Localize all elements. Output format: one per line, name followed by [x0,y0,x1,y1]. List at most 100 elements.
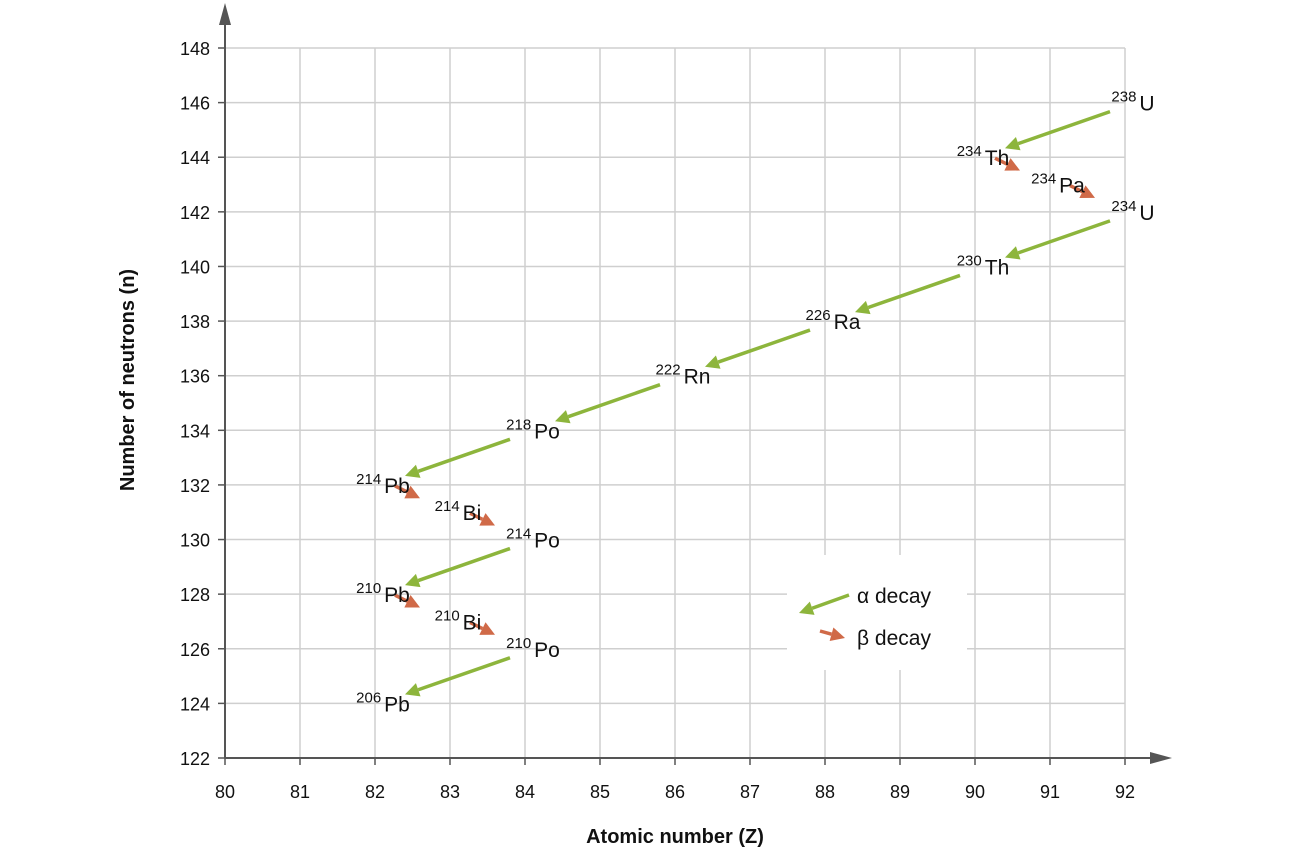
mass-number: 210 [435,607,460,624]
beta-arrow-head [479,622,495,635]
alpha-arrow-shaft [417,546,511,583]
nuclide-label: 214 Pb [356,471,410,498]
mass-number: 206 [356,689,381,706]
alpha-arrow-shaft [1017,109,1111,146]
y-tick-label: 138 [180,312,210,332]
mass-number: 210 [356,580,381,597]
x-tick-label: 90 [965,782,985,802]
mass-number: 214 [506,526,531,543]
legend-alpha-arrow [799,593,850,615]
x-tick-label: 81 [290,782,310,802]
alpha-arrow-head [405,464,421,478]
nuclide-label: 234 Th [957,143,1010,170]
beta-arrow-head [1004,158,1020,171]
beta-arrow-shaft [1069,183,1084,194]
nuclide-label: 230 Th [957,252,1010,279]
element-symbol: Th [985,147,1010,170]
beta-arrow-head [479,513,495,526]
beta-arrow-shaft [469,620,484,631]
y-tick-label: 122 [180,749,210,769]
element-symbol: Rn [684,366,711,389]
alpha-arrow [1005,219,1111,260]
x-tick-label: 91 [1040,782,1060,802]
legend-alpha-arrow-head [799,601,815,615]
legend-beta-arrow-shaft [819,629,832,636]
nuclide-label: 210 Bi [435,607,482,634]
mass-number: 226 [806,307,831,324]
element-symbol: Po [534,639,560,662]
mass-number: 234 [1111,198,1136,215]
mass-number: 222 [656,362,681,379]
x-tick-label: 92 [1115,782,1135,802]
nuclide-label: 214 Po [506,526,560,553]
nuclide-label: 234 U [1111,198,1154,225]
nuclide-label: 238 U [1111,89,1154,116]
alpha-arrow-head [855,300,871,315]
y-tick-label: 130 [180,531,210,551]
x-tick-label: 89 [890,782,910,802]
y-tick-label: 136 [180,367,210,387]
element-symbol: U [1139,93,1154,116]
beta-arrow-shaft [469,511,484,521]
alpha-arrow-head [1005,137,1021,151]
element-symbol: Th [985,256,1010,279]
alpha-arrow-shaft [567,383,661,419]
x-tick-label: 82 [365,782,385,802]
element-symbol: Pb [384,475,410,498]
element-symbol: Po [534,530,560,553]
beta-arrow-head [404,594,420,608]
mass-number: 214 [356,471,381,488]
x-tick-label: 86 [665,782,685,802]
y-tick-label: 142 [180,203,210,223]
beta-arrow [469,511,495,526]
element-symbol: Bi [463,611,482,634]
nuclide-label: 218 Po [506,416,560,443]
x-tick-label: 87 [740,782,760,802]
alpha-arrow [405,656,511,697]
x-tick-label: 80 [215,782,235,802]
alpha-arrow [855,273,961,315]
y-tick-label: 128 [180,585,210,605]
mass-number: 234 [957,143,982,160]
x-tick-label: 88 [815,782,835,802]
nuclide-label: 210 Pb [356,580,410,607]
legend-label: β decay [857,627,931,650]
element-symbol: Po [534,420,560,443]
alpha-arrow [405,546,511,588]
element-symbol: U [1139,202,1154,225]
beta-arrow [394,593,420,608]
mass-number: 234 [1031,171,1056,188]
alpha-arrow [1005,109,1111,151]
y-axis-title: Number of neutrons (n) [117,269,139,491]
alpha-arrow-shaft [1017,219,1111,255]
nuclide-label: 214 Bi [435,498,482,525]
mass-number: 230 [957,252,982,269]
mass-number: 214 [435,498,460,515]
y-tick-label: 146 [180,94,210,114]
element-symbol: Pa [1059,175,1085,198]
alpha-arrow-head [555,410,571,424]
legend-beta-arrow [819,627,845,641]
x-tick-label: 84 [515,782,535,802]
mass-number: 210 [506,635,531,652]
y-tick-label: 126 [180,640,210,660]
legend-alpha-arrow-shaft [811,593,850,610]
beta-arrow-shaft [394,484,409,494]
nuclide-label: 226 Ra [806,307,861,334]
mass-number: 238 [1111,89,1136,106]
element-symbol: Pb [384,584,410,607]
nuclide-label: 222 Rn [656,362,711,389]
x-tick-label: 83 [440,782,460,802]
y-tick-label: 134 [180,421,210,441]
alpha-arrow-head [405,683,421,697]
y-tick-label: 132 [180,476,210,496]
beta-arrow-head [404,485,420,499]
alpha-arrow-shaft [417,437,511,473]
beta-arrow [1069,183,1095,198]
mass-number: 218 [506,416,531,433]
y-tick-label: 124 [180,694,210,714]
alpha-arrow-head [1005,246,1021,260]
element-symbol: Bi [463,502,482,525]
legend-beta-arrow-head [829,627,845,641]
